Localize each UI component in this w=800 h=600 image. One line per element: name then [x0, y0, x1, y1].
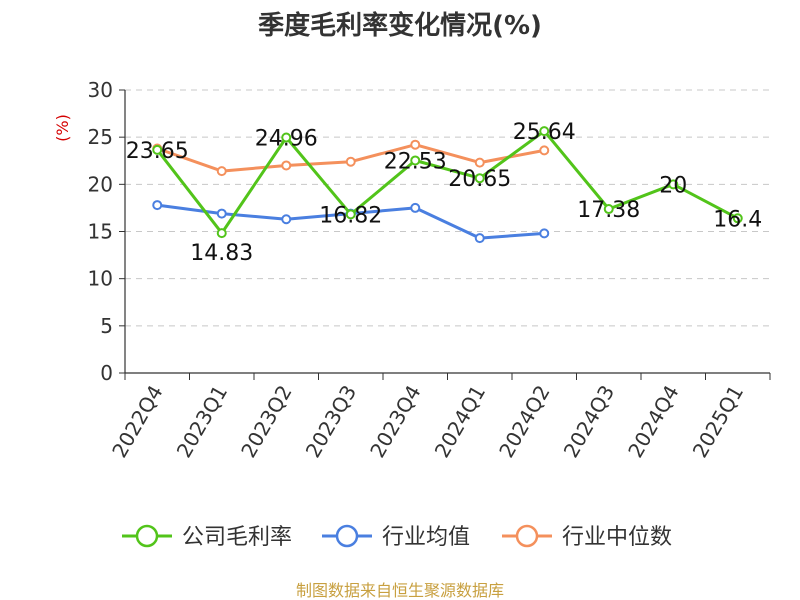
- data-point: [345, 209, 356, 220]
- y-axis-unit-label: (%): [53, 114, 72, 142]
- x-tick-label: 2023Q4: [365, 381, 425, 462]
- data-point: [216, 228, 227, 239]
- x-tick-label: 2024Q3: [559, 381, 619, 462]
- data-point: [152, 200, 163, 211]
- data-point: [281, 132, 292, 143]
- y-tick-label: 15: [88, 220, 113, 244]
- legend: 公司毛利率 行业均值 行业中位数: [122, 524, 672, 550]
- data-point: [539, 228, 550, 239]
- data-point: [410, 155, 421, 166]
- data-point: [281, 214, 292, 225]
- series-line: [156, 129, 739, 235]
- x-tick-label: 2025Q1: [688, 381, 748, 462]
- data-label: 16.4: [713, 207, 762, 232]
- y-tick-label: 25: [88, 125, 113, 149]
- y-tick-label: 0: [100, 361, 113, 385]
- grid-lines: [125, 89, 770, 327]
- y-tick-label: 5: [100, 314, 113, 338]
- data-point: [732, 213, 743, 224]
- y-tick-label: 10: [88, 267, 113, 291]
- chart-title: 季度毛利率变化情况(%): [258, 10, 542, 41]
- data-label: 23.65: [126, 139, 189, 164]
- data-point: [603, 204, 614, 215]
- legend-label: 行业均值: [382, 525, 470, 550]
- data-point: [474, 173, 485, 184]
- x-tick-label: 2023Q2: [236, 381, 296, 462]
- data-point: [216, 166, 227, 177]
- legend-label: 公司毛利率: [182, 525, 292, 550]
- x-tick-label: 2023Q3: [301, 381, 361, 462]
- data-label: 14.83: [190, 241, 253, 266]
- series-group: [152, 126, 743, 244]
- data-point: [539, 145, 550, 156]
- data-label: 17.38: [577, 198, 640, 223]
- data-point: [410, 202, 421, 213]
- source-note: 制图数据来自恒生聚源数据库: [296, 581, 504, 600]
- data-point: [281, 160, 292, 171]
- data-point: [345, 156, 356, 167]
- data-point: [474, 157, 485, 168]
- legend-marker: [135, 524, 159, 548]
- y-tick-label: 20: [88, 172, 113, 196]
- x-tick-label: 2022Q4: [107, 381, 167, 462]
- data-point: [152, 144, 163, 155]
- legend-marker: [335, 524, 359, 548]
- y-tick-label: 30: [88, 78, 113, 102]
- x-tick-label: 2024Q2: [494, 381, 554, 462]
- data-label: 22.53: [384, 149, 447, 174]
- data-label: 16.82: [319, 203, 382, 228]
- data-label: 20: [659, 173, 687, 198]
- data-label: 20.65: [448, 167, 511, 192]
- data-point: [410, 139, 421, 150]
- data-point: [668, 179, 679, 190]
- legend-label: 行业中位数: [562, 525, 672, 550]
- data-label: 25.64: [513, 120, 576, 145]
- data-label: 24.96: [255, 127, 318, 152]
- x-tick-label: 2024Q1: [430, 381, 490, 462]
- legend-marker: [515, 524, 539, 548]
- x-tick-label: 2024Q4: [623, 381, 683, 462]
- data-point: [539, 126, 550, 137]
- data-point: [474, 233, 485, 244]
- data-point: [216, 208, 227, 219]
- x-tick-label: 2023Q1: [172, 381, 232, 462]
